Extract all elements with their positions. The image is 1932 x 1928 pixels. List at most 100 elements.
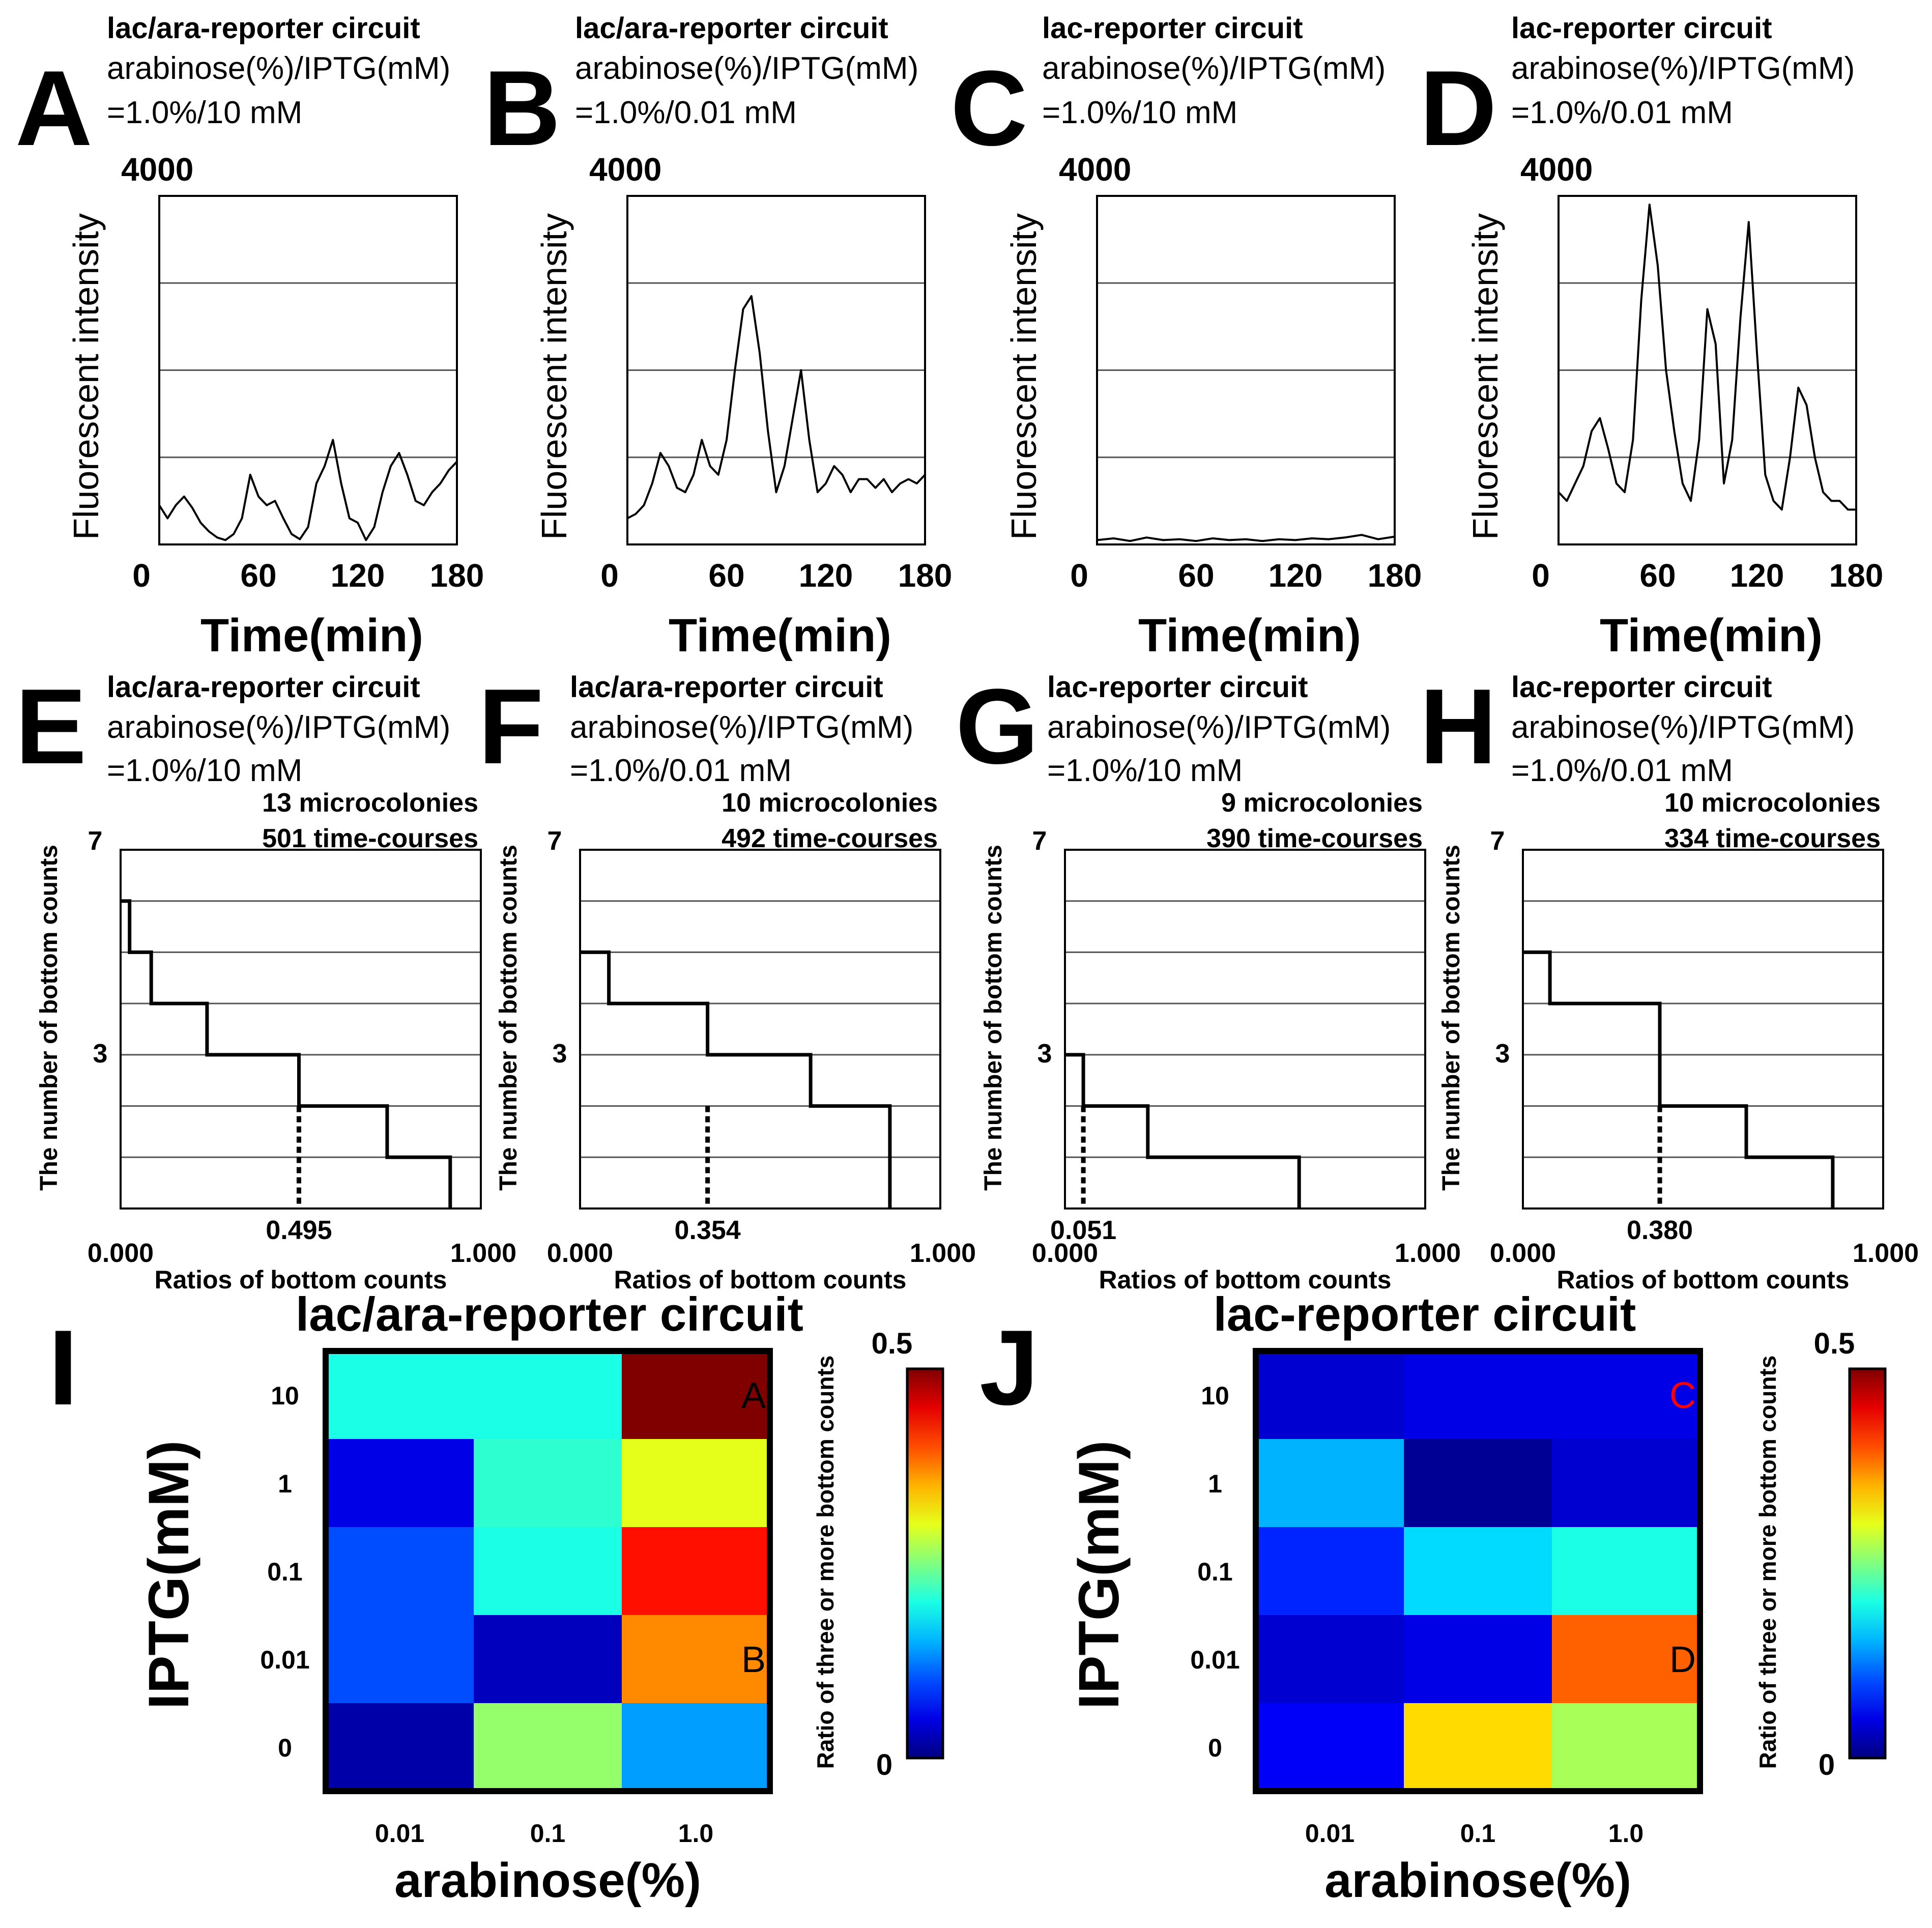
- panel-letter: A: [15, 48, 93, 168]
- colorbar-max-label: 0.5: [872, 1327, 913, 1360]
- panel-letter: B: [483, 48, 561, 168]
- x-tick-label: 120: [799, 557, 853, 594]
- y-max-label: 4000: [589, 151, 661, 188]
- x-tick-label: 1.000: [1853, 1239, 1919, 1268]
- heatmap-cell: [1552, 1527, 1700, 1616]
- heatmap-cell: [326, 1615, 474, 1704]
- panel-letter: D: [1420, 48, 1497, 168]
- condition-value: =1.0%/10 mM: [1042, 95, 1237, 130]
- x-category-label: 0.01: [1305, 1819, 1354, 1848]
- plot-frame: [626, 195, 926, 545]
- x-tick-label: 0: [600, 557, 619, 594]
- y-tick-label: 3: [93, 1039, 108, 1069]
- panel-title: lac/ara-reporter circuit: [575, 12, 888, 45]
- x-axis-label: Ratios of bottom counts: [1099, 1265, 1392, 1294]
- colorbar: [906, 1367, 944, 1760]
- panel-title: lac-reporter circuit: [1042, 12, 1303, 45]
- y-tick-label: 3: [553, 1039, 567, 1069]
- y-axis-label: The number of bottom counts: [1438, 845, 1465, 1191]
- heatmap-cell: [622, 1527, 770, 1616]
- median-value-label: 0.380: [1627, 1216, 1693, 1245]
- x-axis-label: Time(min): [669, 610, 891, 661]
- x-category-label: 1.0: [678, 1819, 714, 1848]
- x-axis-label: Ratios of bottom counts: [155, 1265, 447, 1294]
- heatmap-cell: [1552, 1703, 1700, 1792]
- condition-value: =1.0%/0.01 mM: [1511, 753, 1733, 788]
- median-value-label: 0.354: [675, 1216, 741, 1245]
- cell-label: D: [1669, 1639, 1696, 1680]
- x-category-label: 0.1: [1460, 1819, 1496, 1848]
- x-tick-label: 180: [1368, 557, 1422, 594]
- heatmap-cell: [1404, 1703, 1552, 1792]
- y-tick-label: 3: [1495, 1039, 1510, 1069]
- x-tick-label: 0.000: [88, 1239, 154, 1268]
- x-category-label: 0.01: [375, 1819, 424, 1848]
- x-tick-label: 120: [1268, 557, 1323, 594]
- colorbar-label: Ratio of three or more bottom counts: [812, 1356, 839, 1769]
- x-tick-label: 0.000: [1032, 1239, 1098, 1268]
- y-axis-label: The number of bottom counts: [980, 845, 1007, 1191]
- heatmap-cell: [1404, 1615, 1552, 1704]
- x-tick-label: 1.000: [1395, 1239, 1461, 1268]
- x-tick-label: 60: [1178, 557, 1214, 594]
- cell-label: A: [741, 1375, 766, 1416]
- plot-frame: [1558, 195, 1857, 545]
- y-category-label: 0.01: [260, 1646, 309, 1674]
- x-tick-label: 0: [132, 557, 151, 594]
- y-axis-label: Fluorescent intensity: [534, 213, 574, 540]
- y-category-label: 0: [1208, 1734, 1222, 1762]
- heatmap-cell: [326, 1703, 474, 1792]
- heatmap-cell: [326, 1527, 474, 1616]
- y-category-label: 0.1: [1197, 1558, 1233, 1586]
- heatmap-cell: [474, 1527, 622, 1616]
- median-value-label: 0.495: [266, 1216, 332, 1245]
- panel-title: lac-reporter circuit: [1047, 671, 1308, 704]
- panel-letter: F: [478, 667, 543, 786]
- heatmap-cell: [1552, 1615, 1700, 1704]
- heatmap-cell: [1256, 1703, 1404, 1792]
- panel-title: lac-reporter circuit: [1511, 12, 1772, 45]
- time-course-count: 492 time-courses: [722, 824, 938, 853]
- y-axis-label: The number of bottom counts: [36, 845, 63, 1191]
- data-line: [627, 295, 926, 520]
- colorbar-label: Ratio of three or more bottom counts: [1754, 1356, 1781, 1769]
- cell-label: B: [741, 1639, 766, 1680]
- x-tick-label: 0: [1070, 557, 1088, 594]
- x-axis-label: arabinose(%): [394, 1853, 701, 1908]
- y-category-label: 10: [1201, 1382, 1229, 1410]
- condition-label: arabinose(%)/IPTG(mM): [575, 51, 918, 86]
- median-value-label: 0.051: [1050, 1216, 1116, 1245]
- microcolony-count: 13 microcolonies: [262, 788, 478, 818]
- heatmap-cell: [622, 1439, 770, 1528]
- x-tick-label: 180: [1829, 557, 1884, 594]
- step-line: [1065, 1053, 1301, 1208]
- panel-title: lac/ara-reporter circuit: [107, 12, 420, 45]
- time-course-count: 334 time-courses: [1664, 824, 1881, 853]
- heatmap-cell: [1256, 1527, 1404, 1616]
- condition-label: arabinose(%)/IPTG(mM): [1511, 710, 1855, 745]
- x-category-label: 0.1: [530, 1819, 566, 1848]
- x-tick-label: 60: [1639, 557, 1676, 594]
- x-tick-label: 0.000: [547, 1239, 613, 1268]
- y-axis-label: Fluorescent intensity: [66, 213, 106, 540]
- y-axis-label: IPTG(mM): [137, 1441, 200, 1710]
- condition-label: arabinose(%)/IPTG(mM): [1042, 51, 1386, 86]
- colorbar-min-label: 0: [876, 1748, 892, 1781]
- y-axis-label: Fluorescent intensity: [1465, 213, 1505, 540]
- condition-label: arabinose(%)/IPTG(mM): [1511, 51, 1855, 86]
- heatmap-cell: [326, 1351, 474, 1440]
- heatmap-cell: [622, 1703, 770, 1792]
- colorbar-max-label: 0.5: [1814, 1327, 1855, 1360]
- x-tick-label: 60: [708, 557, 744, 594]
- condition-value: =1.0%/10 mM: [1047, 753, 1243, 788]
- plot-frame: [1064, 849, 1426, 1210]
- colorbar: [1848, 1367, 1887, 1760]
- data-line: [158, 439, 458, 541]
- y-tick-label: 7: [1032, 826, 1047, 856]
- y-max-label: 4000: [1520, 151, 1593, 188]
- panel-title: lac/ara-reporter circuit: [570, 671, 883, 704]
